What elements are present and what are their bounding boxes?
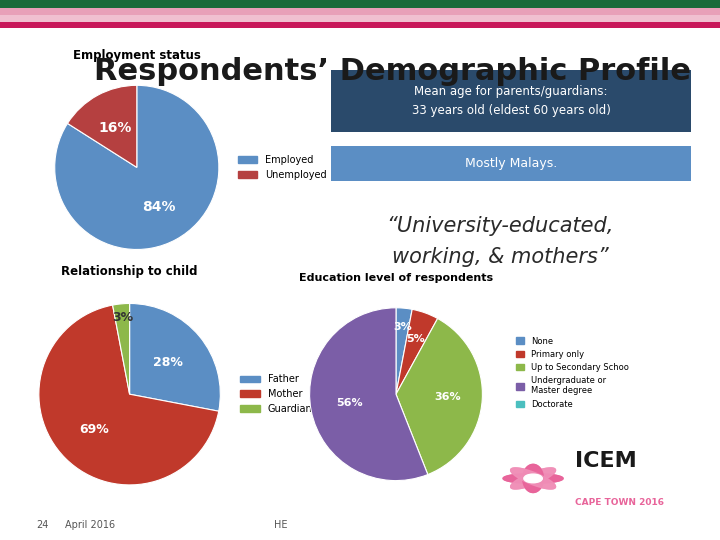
Text: Mostly Malays.: Mostly Malays.: [465, 157, 557, 170]
Text: 3%: 3%: [393, 322, 412, 332]
Text: HE: HE: [274, 520, 287, 530]
Text: CAPE TOWN 2016: CAPE TOWN 2016: [575, 498, 664, 507]
Polygon shape: [503, 474, 563, 483]
Text: Respondents’ Demographic Profile: Respondents’ Demographic Profile: [94, 57, 690, 86]
Wedge shape: [396, 308, 412, 394]
Polygon shape: [503, 474, 563, 483]
Wedge shape: [310, 308, 428, 481]
Polygon shape: [523, 464, 544, 492]
Title: Relationship to child: Relationship to child: [61, 265, 198, 278]
Legend: Father, Mother, Guardians: Father, Mother, Guardians: [237, 370, 321, 418]
Text: April 2016: April 2016: [65, 520, 115, 530]
Text: “University-educated,
working, & mothers”: “University-educated, working, & mothers…: [387, 216, 614, 267]
Polygon shape: [523, 464, 544, 492]
Polygon shape: [510, 468, 556, 489]
Text: 84%: 84%: [142, 200, 175, 214]
Title: Education level of respondents: Education level of respondents: [299, 273, 493, 282]
Wedge shape: [130, 303, 220, 411]
Text: ICEM: ICEM: [575, 451, 636, 471]
Text: 5%: 5%: [407, 334, 426, 344]
Polygon shape: [510, 468, 556, 489]
Wedge shape: [55, 85, 219, 249]
Circle shape: [524, 474, 542, 483]
Text: 28%: 28%: [153, 356, 183, 369]
Title: Employment status: Employment status: [73, 49, 201, 62]
Wedge shape: [396, 319, 482, 475]
Text: 69%: 69%: [79, 423, 109, 436]
Wedge shape: [112, 303, 130, 394]
Text: 56%: 56%: [336, 398, 363, 408]
Wedge shape: [396, 309, 438, 394]
Text: Mean age for parents/guardians:
33 years old (eldest 60 years old): Mean age for parents/guardians: 33 years…: [412, 85, 611, 117]
Legend: Employed, Unemployed: Employed, Unemployed: [234, 151, 330, 184]
Wedge shape: [39, 305, 219, 485]
Text: 3%: 3%: [112, 311, 133, 324]
Text: 36%: 36%: [434, 393, 461, 402]
Polygon shape: [510, 468, 556, 489]
Polygon shape: [510, 468, 556, 489]
Text: 24: 24: [36, 520, 48, 530]
Text: 16%: 16%: [99, 121, 132, 135]
Legend: None, Primary only, Up to Secondary Schoo, Undergraduate or
Master degree, Docto: None, Primary only, Up to Secondary Scho…: [513, 333, 632, 412]
Wedge shape: [68, 85, 137, 167]
